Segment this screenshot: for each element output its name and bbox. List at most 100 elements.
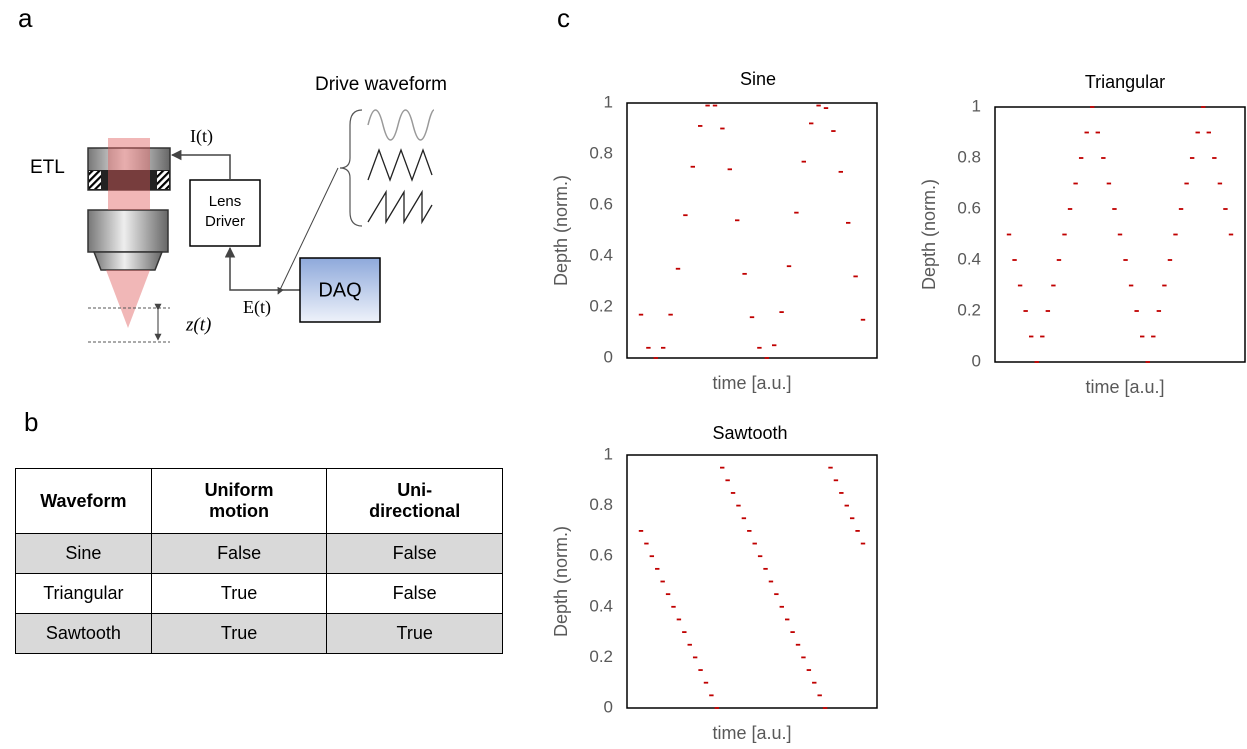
panel-label: b [24,407,38,437]
data-point [752,542,757,545]
data-point [860,542,866,545]
data-point [1012,259,1017,261]
data-point [860,318,866,321]
cell: True [150,573,328,614]
y-tick-label: 0.4 [589,596,613,615]
data-point [749,316,755,319]
y-tick-label: 0.2 [589,296,613,315]
data-point [698,669,703,671]
etl-label: ETL [30,157,65,178]
data-point [1173,233,1178,236]
cell: Sawtooth [15,613,152,654]
data-point [795,643,801,646]
header-cell: Uniform motion [150,468,328,534]
data-point [638,313,644,316]
waveform-arrow [277,167,339,295]
data-point [801,160,806,163]
header-text: Uniform motion [204,480,274,521]
y-tick-label: 0 [604,347,613,366]
voltage-arrow [224,246,300,291]
y-tick-label: 1 [604,444,613,463]
data-point [683,214,688,217]
z-label: z(t) [185,314,211,335]
etl-lens [88,170,170,190]
data-point [1167,259,1173,261]
data-point [831,130,836,132]
cell: False [326,533,503,574]
data-point [764,357,769,359]
data-point [703,681,709,684]
lens-driver-label: Driver [205,213,245,230]
data-point [1017,284,1023,287]
data-point [1051,284,1056,287]
y-tick-label: 0.2 [589,647,613,666]
sawtooth-icon [367,189,433,225]
x-axis-label: time [a.u.] [712,723,791,743]
laser-beam [108,138,150,210]
data-point [838,170,843,173]
cell: False [326,573,503,614]
setup-diagram: ETL z(t) Lens Driver I(t) E(t) DAQ Drive… [30,74,447,343]
data-point [1106,182,1112,185]
data-point [828,466,833,469]
data-point [1178,208,1184,210]
data-point [668,313,673,316]
x-axis-label: time [a.u.] [712,373,791,393]
x-axis-label: time [a.u.] [1085,377,1164,397]
y-axis-label: Depth (norm.) [551,175,571,286]
data-point [1045,310,1051,312]
y-tick-label: 0 [972,351,981,370]
data-point [816,104,821,107]
objective-tip [92,251,164,271]
data-point [1101,157,1106,159]
data-point [720,127,725,130]
current-arrow [170,149,231,180]
y-axis-label: Depth (norm.) [919,179,939,290]
data-point [779,311,784,313]
data-point [1006,233,1012,236]
data-point [712,104,718,107]
data-point [682,631,687,633]
data-point [687,643,692,646]
data-point [1023,310,1028,312]
data-point [660,580,665,583]
header-text: Uni-directional [369,480,461,521]
data-point [1206,131,1211,134]
data-point [1034,361,1039,363]
plot-frame [626,454,878,709]
data-point [720,466,725,469]
data-point [757,346,762,349]
data-point [1228,233,1234,236]
data-point [763,567,768,570]
data-point [1184,182,1189,185]
plot-frame [626,102,878,359]
panel-label: c [557,3,570,33]
chart-title: Sawtooth [712,423,787,443]
chart-title: Sine [740,69,776,89]
header-cell: Uni-directional [326,468,503,534]
data-point [644,542,649,545]
data-point [812,681,817,684]
data-point [1073,182,1078,185]
data-point [714,707,720,709]
current-label: I(t) [190,126,213,147]
y-tick-label: 0.4 [957,249,981,268]
table-row: Sawtooth True True [15,613,503,654]
data-point [1151,335,1156,338]
data-point [725,479,730,482]
cell: False [150,533,328,574]
table-header: Waveform Uniform motion Uni-directional [15,468,503,534]
header-cell: Waveform [15,468,152,534]
data-point [649,555,655,558]
data-point [817,694,822,697]
data-point [646,346,651,349]
data-point [806,669,812,671]
cell: Sine [15,533,152,574]
y-tick-label: 1 [604,92,613,111]
data-point [1040,335,1045,338]
data-point [735,219,740,222]
data-point [784,618,790,621]
y-axis-label: Depth (norm.) [551,526,571,637]
